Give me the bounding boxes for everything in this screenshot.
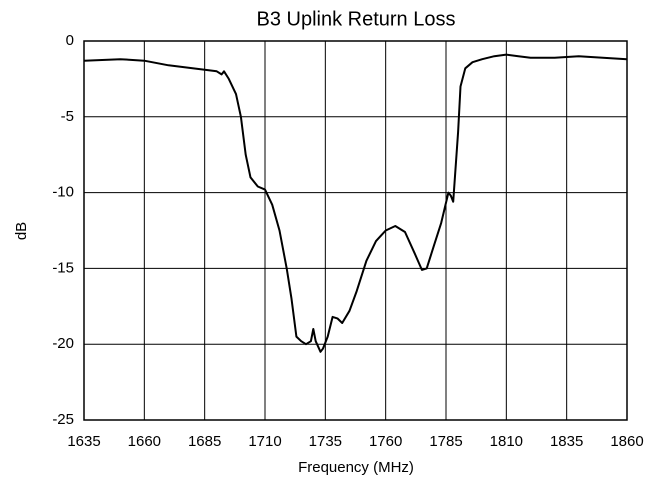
x-tick-label: 1685 bbox=[188, 433, 221, 450]
y-axis-label: dB bbox=[13, 222, 30, 240]
x-tick-label: 1810 bbox=[490, 433, 523, 450]
y-tick-label: -20 bbox=[52, 335, 74, 352]
x-tick-label: 1735 bbox=[309, 433, 342, 450]
x-tick-label: 1760 bbox=[369, 433, 402, 450]
y-tick-label: 0 bbox=[66, 32, 74, 49]
data-line bbox=[83, 53, 628, 353]
y-tick-label: -25 bbox=[52, 411, 74, 428]
plot-border bbox=[83, 40, 628, 421]
y-tick-label: -15 bbox=[52, 259, 74, 276]
chart-title: B3 Uplink Return Loss bbox=[257, 8, 456, 30]
y-tick-label: -10 bbox=[52, 184, 74, 201]
x-tick-label: 1710 bbox=[248, 433, 281, 450]
x-tick-label: 1660 bbox=[128, 433, 161, 450]
x-tick-label: 1635 bbox=[67, 433, 100, 450]
y-tick-label: -5 bbox=[61, 108, 74, 125]
x-tick-label: 1860 bbox=[610, 433, 643, 450]
x-tick-label: 1785 bbox=[429, 433, 462, 450]
x-tick-label: 1835 bbox=[550, 433, 583, 450]
x-axis-label: Frequency (MHz) bbox=[298, 459, 414, 476]
